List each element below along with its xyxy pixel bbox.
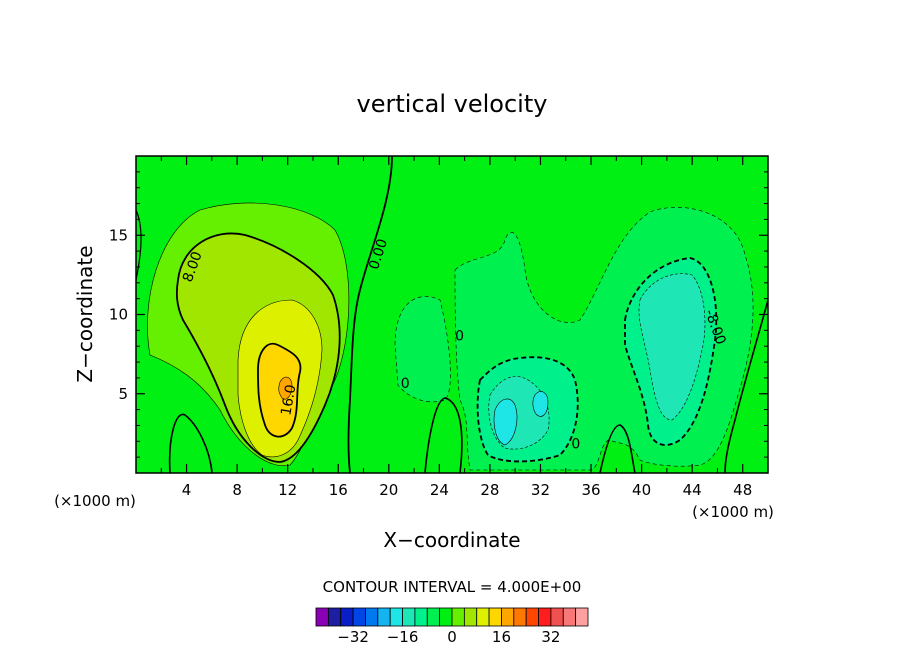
colorbar-swatch [414,607,428,627]
x-tick-label: 20 [379,481,398,499]
contour-label: 0 [455,329,464,345]
colorbar-swatch [365,607,379,627]
colorbar-swatch [501,607,515,627]
x-tick-label: 48 [733,481,752,499]
colorbar-swatch [402,607,416,627]
contour-interval-label: CONTOUR INTERVAL = 4.000E+00 [323,578,582,596]
colorbar-swatch [377,607,391,627]
colorbar-tick-label: 0 [447,628,457,646]
colorbar-swatch [538,607,552,627]
x-tick-label: 24 [430,481,449,499]
colorbar-swatch [327,607,342,627]
zero-contour-edge-left [136,209,142,281]
y-tick-label: 5 [118,385,128,403]
x-unit-left: (×1000 m) [54,492,136,510]
colorbar-swatch [488,607,502,627]
x-tick-label: 40 [632,481,651,499]
colorbar-tick-label: −16 [387,628,419,646]
contour-label: 0 [571,436,580,452]
region-neg-12-16 [493,391,549,446]
colorbar-swatch [525,607,539,627]
y-tick-label: 15 [109,226,128,244]
colorbar-swatch [389,607,403,627]
colorbar-swatch [315,607,329,627]
colorbar-swatch [439,607,453,627]
x-tick-label: 44 [683,481,702,499]
x-tick-label: 12 [278,481,297,499]
zero-contour-line [347,156,393,473]
colorbar-swatch [513,607,527,627]
colorbar-swatch [562,607,577,627]
colorbar-swatch [426,607,441,627]
chart-title: vertical velocity [357,90,548,118]
colorbar-tick-label: 32 [541,628,560,646]
colorbar-swatch [340,607,354,627]
contour-label: 0 [401,376,410,392]
y-axis: 5 10 15 [109,171,768,458]
colorbar-swatch [476,607,490,627]
y-tick-label: 10 [109,306,128,324]
x-tick-label: 28 [480,481,499,499]
x-tick-label: 32 [531,481,550,499]
x-tick-label: 36 [581,481,600,499]
region-pos-20-24 [278,376,293,400]
contour-label: 16.0 [278,383,299,416]
x-axis: 4 8 12 16 20 24 28 32 36 40 44 48 [160,156,752,499]
colorbar-tick-label: −32 [337,628,369,646]
colorbar-tick-label: 16 [492,628,511,646]
x-unit-right: (×1000 m) [692,503,774,521]
colorbar: −32 −16 0 16 32 [315,607,589,646]
zero-contour-small-left [168,413,213,473]
colorbar-swatch [463,607,478,627]
x-tick-label: 16 [329,481,348,499]
zero-contour-small-mid [424,397,463,473]
x-tick-label: 4 [182,481,192,499]
y-axis-label: Z−coordinate [73,245,97,382]
colorbar-swatch [575,607,589,627]
zero-contour-small-right [599,424,636,473]
x-axis-label: X−coordinate [383,528,520,552]
colorbar-swatch [550,607,564,627]
colorbar-swatch [352,607,366,627]
x-tick-label: 8 [232,481,242,499]
zero-contour-edge-right [724,299,768,473]
colorbar-swatch [451,607,465,627]
